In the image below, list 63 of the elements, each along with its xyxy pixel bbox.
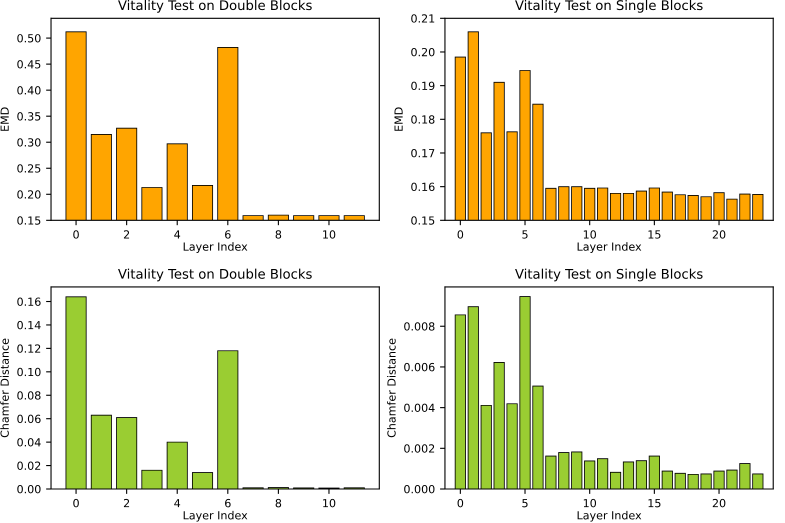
chart-title: Vitality Test on Single Blocks: [515, 0, 703, 13]
x-tick-label: 0: [73, 230, 79, 239]
y-tick-label: 0.06: [17, 414, 41, 424]
x-axis-title: Layer Index: [184, 510, 248, 522]
x-tick-label: 10: [584, 498, 596, 508]
x-tick-label: 20: [712, 498, 726, 508]
x-tick-label: 5: [522, 230, 528, 239]
y-tick-label: 0.19: [411, 82, 434, 90]
y-tick-label: 0.35: [17, 112, 40, 121]
x-tick-label: 8: [276, 230, 282, 239]
y-tick-label: 0.20: [17, 190, 41, 199]
x-tick-label: 6: [225, 498, 231, 508]
y-tick-label: 0.30: [17, 138, 41, 147]
y-tick-label: 0.04: [17, 438, 41, 447]
y-tick-label: 0.08: [17, 391, 41, 400]
y-tick-label: 0.17: [411, 148, 434, 158]
x-tick-label: 10: [584, 230, 596, 239]
y-tick-label: 0.02: [17, 462, 40, 470]
y-tick-label: 0.20: [411, 48, 434, 56]
x-tick-label: 8: [276, 498, 282, 508]
x-tick-label: 10: [323, 230, 336, 239]
chart-title: Vitality Test on Double Blocks: [118, 0, 312, 13]
y-tick-label: 0.18: [411, 115, 434, 124]
x-axis-title: Layer Index: [184, 242, 248, 253]
y-axis-title: Chamfer Distance: [387, 338, 396, 438]
y-tick-label: 0.002: [404, 444, 434, 453]
y-tick-label: 0.45: [17, 60, 40, 69]
x-tick-label: 15: [648, 499, 660, 508]
chart-title: Vitality Test on Double Blocks: [118, 268, 312, 282]
y-tick-label: 0.00: [17, 484, 41, 494]
y-tick-label: 0.15: [411, 216, 434, 225]
y-tick-label: 0.14: [17, 320, 41, 330]
y-tick-label: 0.008: [404, 322, 434, 331]
y-tick-label: 0.000: [404, 484, 434, 494]
x-tick-label: 0: [458, 498, 464, 508]
y-tick-label: 0.006: [404, 362, 435, 372]
y-tick-label: 0.10: [17, 368, 41, 376]
x-tick-label: 4: [174, 230, 180, 238]
y-tick-label: 0.25: [17, 164, 40, 173]
y-axis-title: EMD: [0, 107, 9, 131]
x-tick-label: 4: [174, 499, 180, 508]
x-tick-label: 10: [323, 498, 336, 508]
y-axis-title: EMD: [394, 107, 403, 131]
y-tick-label: 0.15: [17, 216, 40, 225]
x-axis-title: Layer Index: [578, 242, 642, 253]
x-tick-label: 15: [648, 230, 660, 239]
y-tick-label: 0.40: [17, 86, 41, 95]
x-tick-label: 20: [712, 230, 726, 239]
x-tick-label: 2: [124, 498, 130, 508]
x-tick-label: 2: [124, 230, 130, 238]
x-tick-label: 5: [522, 499, 528, 508]
y-tick-label: 0.16: [411, 182, 435, 192]
y-tick-label: 0.16: [17, 297, 41, 306]
chart-title: Vitality Test on Single Blocks: [515, 268, 703, 282]
y-tick-label: 0.12: [17, 344, 40, 353]
y-tick-label: 0.21: [411, 14, 434, 23]
x-tick-label: 0: [73, 498, 79, 508]
x-tick-label: 6: [225, 230, 231, 239]
x-tick-label: 0: [458, 230, 464, 239]
x-axis-title: Layer Index: [578, 510, 642, 522]
y-axis-title: Chamfer Distance: [0, 338, 9, 438]
y-tick-label: 0.004: [404, 404, 435, 412]
y-tick-label: 0.50: [17, 34, 41, 42]
